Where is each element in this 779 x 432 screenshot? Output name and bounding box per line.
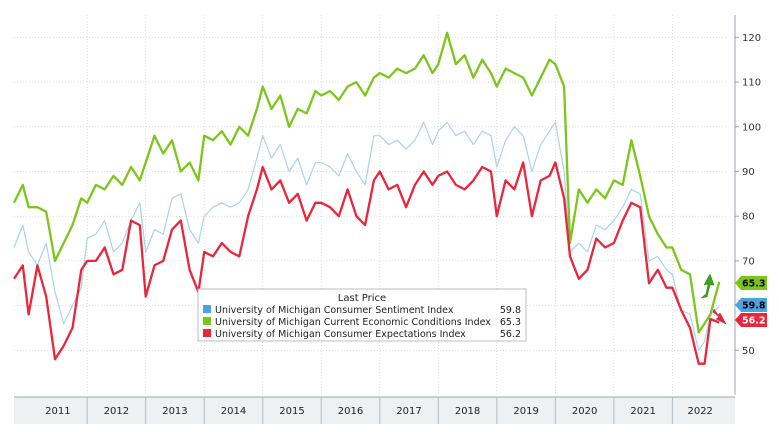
legend-swatch-sentiment: [203, 305, 211, 313]
series-line-sentiment: [13, 121, 720, 351]
year-label: 2015: [279, 406, 304, 417]
series-lines: [12, 31, 721, 365]
tag-current-label: 65.3: [742, 279, 765, 290]
legend-label-expectations: University of Michigan Consumer Expectat…: [215, 329, 466, 340]
legend-box: [197, 288, 527, 342]
legend-value-current: 65.3: [500, 317, 521, 328]
grid: [14, 15, 728, 395]
legend-value-sentiment: 59.8: [500, 305, 521, 316]
year-label: 2018: [455, 406, 480, 417]
tag-sentiment-label: 59.8: [742, 301, 766, 312]
year-label: 2022: [687, 406, 712, 417]
y-tick-label: 70: [742, 256, 755, 267]
y-axis-ticks: 5060708090100110120: [734, 15, 761, 395]
year-label: 2013: [162, 406, 187, 417]
year-label: 2020: [572, 406, 597, 417]
trend-arrows: [700, 273, 727, 325]
legend-label-sentiment: University of Michigan Consumer Sentimen…: [215, 305, 454, 316]
legend-swatch-current: [203, 317, 211, 325]
legend-value-expectations: 56.2: [500, 329, 521, 340]
year-label: 2016: [338, 406, 363, 417]
y-tick-label: 110: [742, 78, 761, 89]
year-label: 2017: [396, 406, 421, 417]
series-line-expectations: [13, 161, 720, 365]
tag-expectations-label: 56.2: [742, 316, 765, 327]
tag-current: [735, 276, 767, 290]
year-label: 2012: [104, 406, 129, 417]
legend: Last Price University of Michigan Consum…: [197, 288, 527, 342]
tag-expectations: [735, 313, 767, 327]
y-tick-label: 80: [742, 212, 755, 223]
last-price-tags: 59.8 65.3 56.2: [735, 276, 767, 327]
y-tick-label: 120: [742, 33, 761, 44]
up-arrow-icon: [700, 273, 715, 299]
y-tick-label: 50: [742, 346, 755, 357]
legend-label-current: University of Michigan Current Economic …: [215, 317, 491, 328]
legend-title: Last Price: [338, 293, 386, 304]
year-label: 2014: [221, 406, 246, 417]
year-band: [14, 397, 735, 424]
series-line-current: [12, 31, 721, 334]
legend-swatch-expectations: [203, 329, 211, 337]
y-tick-label: 90: [742, 167, 755, 178]
year-axis: 2011 2012 2013 2014 2015 2016 2017 2018 2019 2020…: [14, 396, 735, 424]
year-label: 2019: [513, 406, 538, 417]
year-label: 2011: [45, 406, 70, 417]
down-arrow-icon: [712, 308, 727, 325]
year-label: 2021: [630, 406, 655, 417]
y-tick-label: 100: [742, 122, 761, 133]
tag-sentiment: [735, 298, 767, 312]
